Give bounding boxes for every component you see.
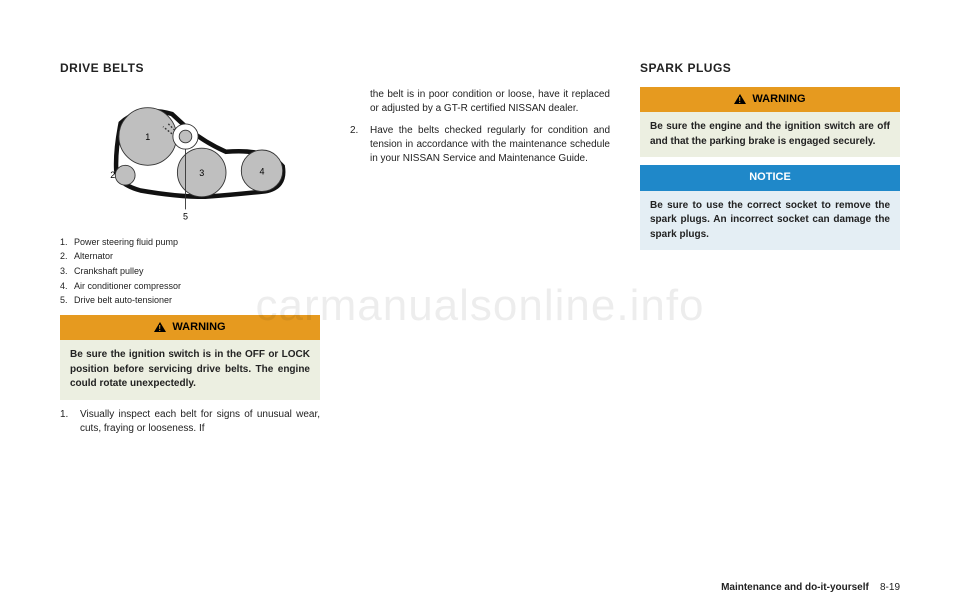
legend-item: 4.Air conditioner compressor [60,280,320,293]
column-1: DRIVE BELTS 1 2 3 4 5 [60,60,320,540]
warning-header: WARNING [60,315,320,340]
diagram-legend: 1.Power steering fluid pump 2.Alternator… [60,236,320,307]
warning-box-spark-plugs: WARNING Be sure the engine and the ignit… [640,87,900,157]
notice-title: NOTICE [749,170,791,185]
notice-header: NOTICE [640,165,900,190]
page-footer: Maintenance and do-it-yourself 8-19 [721,582,900,593]
legend-item: 2.Alternator [60,250,320,263]
list-item: 2. Have the belts checked regularly for … [350,124,610,166]
pulley-1-label: 1 [145,132,150,142]
belt-diagram-svg: 1 2 3 4 5 [60,87,320,222]
pulley-2 [115,165,135,185]
warning-box-drive-belts: WARNING Be sure the ignition switch is i… [60,315,320,400]
procedure-list: 1. Visually inspect each belt for signs … [60,408,320,436]
drive-belt-diagram: 1 2 3 4 5 [60,87,320,222]
legend-item: 5.Drive belt auto-tensioner [60,294,320,307]
warning-icon [734,94,746,104]
content-columns: DRIVE BELTS 1 2 3 4 5 [60,60,900,540]
leader-5-label: 5 [183,211,188,221]
pulley-4-label: 4 [259,166,264,176]
pulley-2-label: 2 [110,170,115,180]
pulley-3-label: 3 [199,168,204,178]
notice-body: Be sure to use the correct socket to rem… [640,191,900,251]
warning-title: WARNING [752,92,805,107]
warning-header: WARNING [640,87,900,112]
column-3: SPARK PLUGS WARNING Be sure the engine a… [640,60,900,540]
footer-page-number: 8-19 [880,582,900,593]
col2-top-gap [350,60,610,88]
warning-body: Be sure the engine and the ignition swit… [640,112,900,157]
list-item: 1. Visually inspect each belt for signs … [60,408,320,436]
spark-plugs-heading: SPARK PLUGS [640,60,900,77]
warning-title: WARNING [172,320,225,335]
column-2: the belt is in poor condition or loose, … [350,60,610,540]
footer-section: Maintenance and do-it-yourself [721,582,869,593]
tensioner-inner [179,130,192,143]
step1-continuation: the belt is in poor condition or loose, … [350,88,610,116]
procedure-list-cont: 2. Have the belts checked regularly for … [350,124,610,166]
notice-box-spark-plugs: NOTICE Be sure to use the correct socket… [640,165,900,250]
drive-belts-heading: DRIVE BELTS [60,60,320,77]
legend-item: 1.Power steering fluid pump [60,236,320,249]
warning-body: Be sure the ignition switch is in the OF… [60,340,320,400]
warning-icon [154,322,166,332]
legend-item: 3.Crankshaft pulley [60,265,320,278]
